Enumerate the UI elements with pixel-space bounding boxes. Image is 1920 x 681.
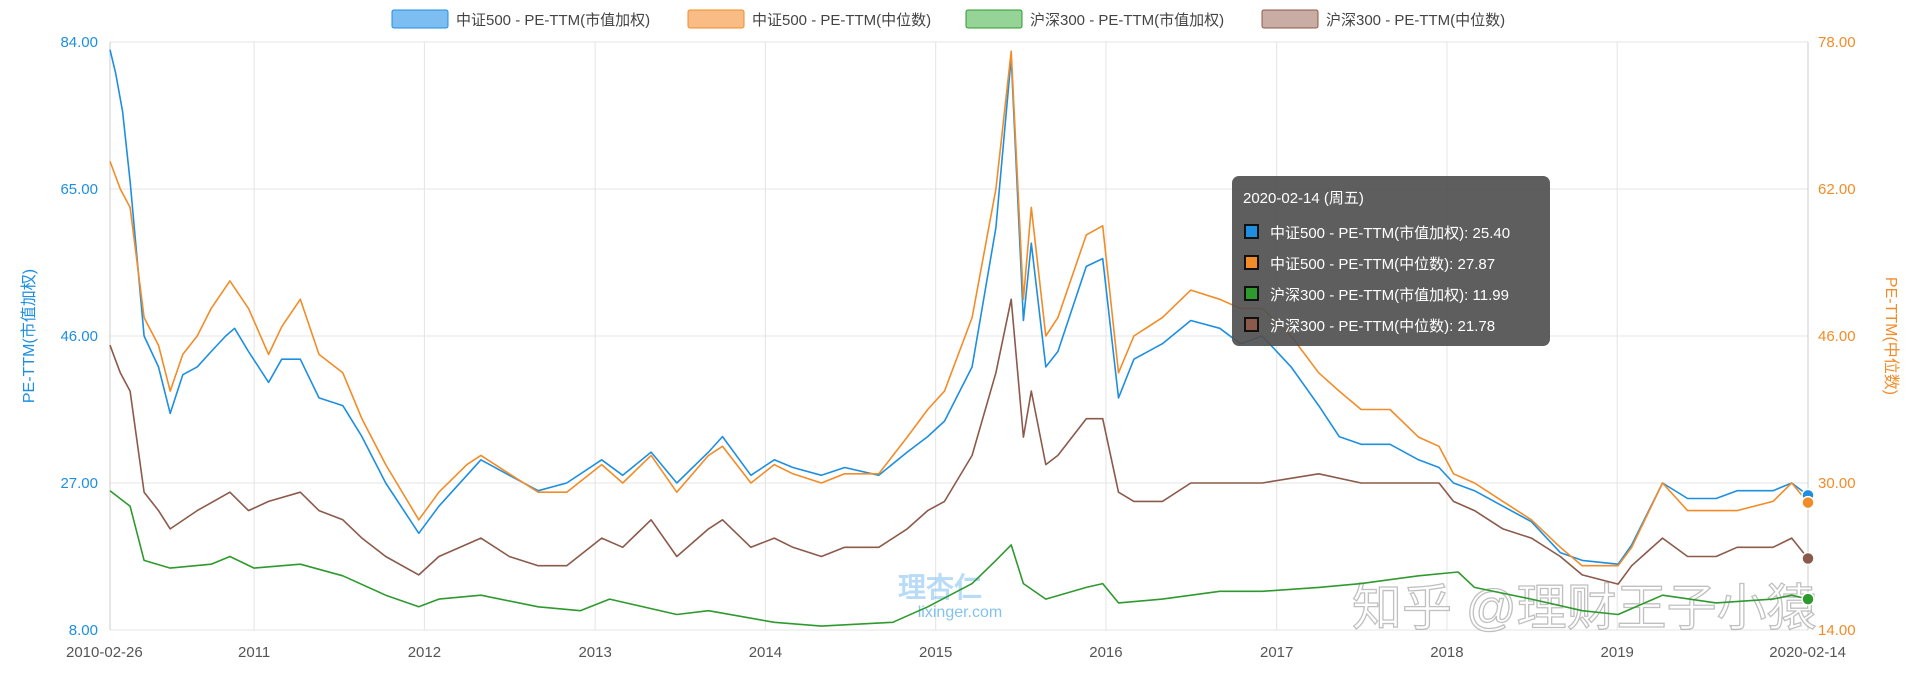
x-tick-label: 2018: [1430, 644, 1463, 661]
x-tick-label: 2012: [408, 644, 441, 661]
watermark-lixinger-en: lixinger.com: [918, 604, 1002, 621]
legend-label-zz500-weighted: 中证500 - PE-TTM(市值加权): [456, 12, 650, 29]
x-tick-label: 2011: [238, 644, 270, 661]
end-markers: [1801, 488, 1815, 606]
watermark-lixinger: 理杏仁 lixinger.com: [898, 572, 1002, 621]
grid: [109, 41, 1809, 631]
legend-label-hs300-weighted: 沪深300 - PE-TTM(市值加权): [1030, 12, 1224, 29]
legend-item-zz500-weighted[interactable]: 中证500 - PE-TTM(市值加权): [391, 9, 650, 29]
right-tick-label: 62.00: [1818, 181, 1856, 198]
series-line-hs300-weighted: [109, 490, 1809, 627]
x-tick-label: 2020-02-14: [1769, 644, 1846, 661]
tooltip-swatch-hs300-median: [1244, 317, 1259, 332]
end-marker-hs300-weighted: [1801, 592, 1815, 606]
tooltip-background: [1232, 176, 1550, 346]
left-tick-label: 65.00: [60, 181, 98, 198]
series-line-zz500-weighted: [109, 49, 1809, 566]
tooltip-swatch-zz500-median: [1244, 255, 1259, 270]
right-tick-label: 14.00: [1818, 622, 1856, 639]
legend-swatch-zz500-median: [687, 9, 745, 29]
x-tick-label: 2017: [1260, 644, 1293, 661]
tooltip-text-hs300-median: 沪深300 - PE-TTM(中位数): 21.78: [1270, 318, 1495, 335]
legend-item-zz500-median[interactable]: 中证500 - PE-TTM(中位数): [687, 9, 931, 29]
legend-swatch-hs300-median: [1261, 9, 1319, 29]
end-marker-zz500-median: [1801, 495, 1815, 510]
series-line-hs300-median: [109, 298, 1809, 585]
series-line-zz500-median: [109, 50, 1809, 567]
x-tick-label: 2015: [919, 644, 952, 661]
right-axis-title: PE-TTM(中位数): [1882, 277, 1900, 395]
tooltip-row-zz500-median: 中证500 - PE-TTM(中位数): 27.87: [1244, 255, 1495, 273]
legend-label-zz500-median: 中证500 - PE-TTM(中位数): [752, 12, 931, 29]
x-tick-label: 2019: [1601, 644, 1634, 661]
series-layer: [109, 49, 1809, 627]
left-tick-label: 8.00: [69, 622, 98, 639]
x-tick-label: 2013: [578, 644, 611, 661]
tooltip-row-zz500-weighted: 中证500 - PE-TTM(市值加权): 25.40: [1244, 224, 1510, 242]
right-tick-label: 30.00: [1818, 475, 1856, 492]
tooltip-row-hs300-median: 沪深300 - PE-TTM(中位数): 21.78: [1244, 317, 1495, 335]
legend-swatch-hs300-weighted: [965, 9, 1023, 29]
legend-item-hs300-weighted[interactable]: 沪深300 - PE-TTM(市值加权): [965, 9, 1224, 29]
right-tick-label: 46.00: [1818, 328, 1856, 345]
tooltip-swatch-hs300-weighted: [1244, 286, 1259, 301]
left-tick-label: 27.00: [60, 475, 98, 492]
legend-swatch-zz500-weighted: [391, 9, 449, 29]
x-tick-label: 2014: [749, 644, 782, 661]
legend-label-hs300-median: 沪深300 - PE-TTM(中位数): [1326, 12, 1505, 29]
watermark-zhihu: 知乎 @理财王子小猿: [1352, 580, 1817, 636]
legend: 中证500 - PE-TTM(市值加权) 中证500 - PE-TTM(中位数)…: [391, 9, 1505, 29]
left-tick-label: 84.00: [60, 34, 98, 51]
tooltip-text-hs300-weighted: 沪深300 - PE-TTM(市值加权): 11.99: [1270, 287, 1509, 304]
legend-item-hs300-median[interactable]: 沪深300 - PE-TTM(中位数): [1261, 9, 1505, 29]
x-tick-label: 2016: [1089, 644, 1122, 661]
left-tick-label: 46.00: [60, 328, 98, 345]
right-tick-label: 78.00: [1818, 34, 1856, 51]
watermark-lixinger-cn: 理杏仁: [898, 572, 982, 603]
tooltip-text-zz500-median: 中证500 - PE-TTM(中位数): 27.87: [1270, 256, 1495, 273]
left-axis-title: PE-TTM(市值加权): [20, 269, 38, 403]
end-marker-hs300-median: [1801, 551, 1815, 566]
tooltip-row-hs300-weighted: 沪深300 - PE-TTM(市值加权): 11.99: [1244, 286, 1509, 304]
x-tick-label: 2010-02-26: [66, 644, 143, 661]
tooltip-text-zz500-weighted: 中证500 - PE-TTM(市值加权): 25.40: [1270, 225, 1510, 242]
tooltip: 2020-02-14 (周五) 中证500 - PE-TTM(市值加权): 25…: [1232, 176, 1550, 346]
tooltip-swatch-zz500-weighted: [1244, 224, 1259, 239]
tooltip-date: 2020-02-14 (周五): [1243, 190, 1364, 207]
axes: 8.00 27.00 46.00 65.00 84.00 14.00 30.00 46.00 6…: [20, 34, 1900, 661]
